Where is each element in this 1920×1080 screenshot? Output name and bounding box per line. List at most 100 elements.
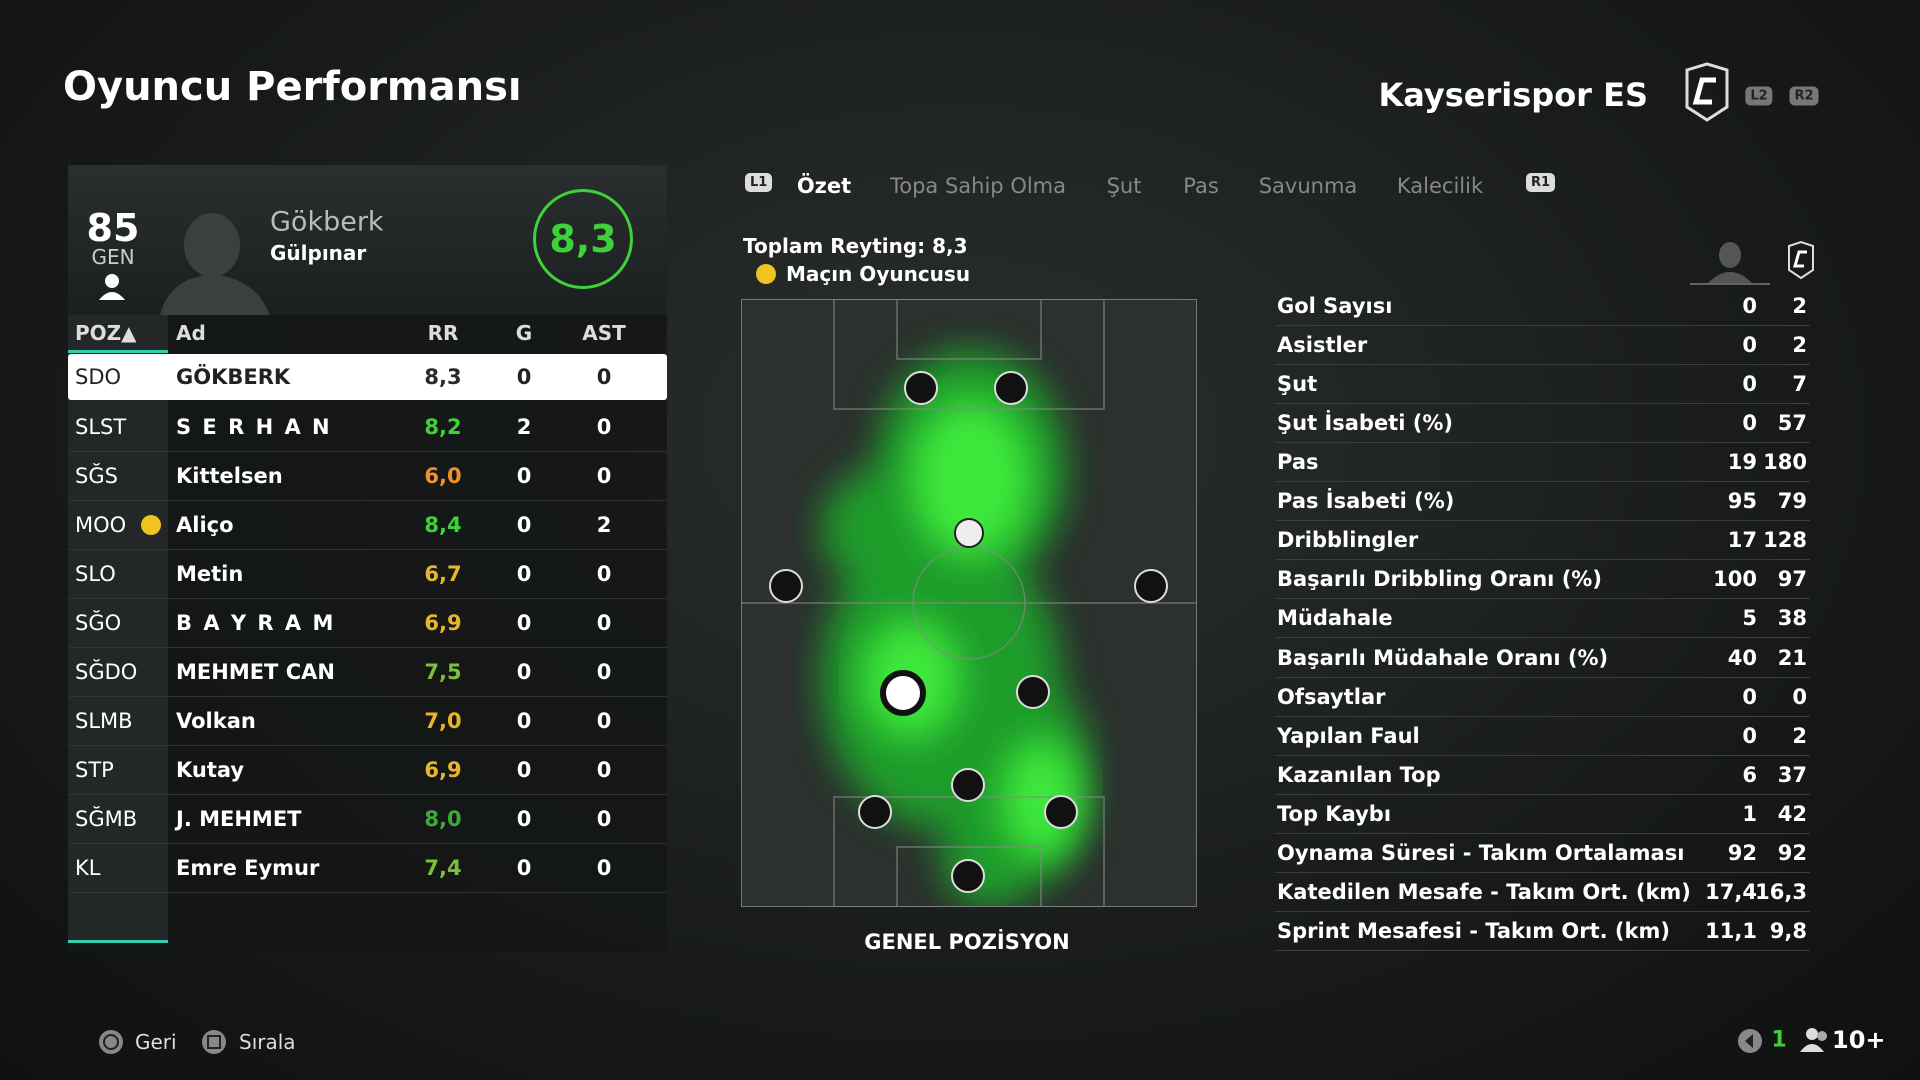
stat-label: Pas xyxy=(1277,450,1319,475)
row-divider xyxy=(68,794,667,795)
stat-divider xyxy=(1275,910,1810,912)
l1-button[interactable]: L1 xyxy=(745,173,773,192)
stat-divider xyxy=(1275,520,1810,522)
cell-pos: KL xyxy=(75,856,101,880)
cell-ast: 0 xyxy=(596,562,612,586)
stat-label: Başarılı Dribbling Oranı (%) xyxy=(1277,567,1602,592)
stat-player: 17 xyxy=(1727,528,1757,553)
stat-label: Katedilen Mesafe - Takım Ort. (km) xyxy=(1277,879,1691,904)
cell-g: 0 xyxy=(516,513,532,537)
cell-ast: 0 xyxy=(596,365,612,389)
column-header[interactable]: RR xyxy=(427,321,459,345)
stat-player: 17,4 xyxy=(1705,879,1757,904)
stat-divider xyxy=(1275,598,1810,600)
stat-team: 16,3 xyxy=(1755,879,1807,904)
r1-button[interactable]: R1 xyxy=(1526,173,1556,192)
circle-button[interactable] xyxy=(97,1028,125,1056)
motm-label: Maçın Oyuncusu xyxy=(786,262,971,286)
cell-name: Metin xyxy=(176,562,244,586)
stat-label: Sprint Mesafesi - Takım Ort. (km) xyxy=(1277,918,1670,943)
stat-team: 42 xyxy=(1777,801,1807,826)
l2-button[interactable]: L2 xyxy=(1745,86,1773,106)
cell-rr: 7,5 xyxy=(424,660,462,684)
stat-player: 0 xyxy=(1742,333,1757,358)
cell-rr: 8,3 xyxy=(424,365,462,389)
heatmap-caption: GENEL POZİSYON xyxy=(864,930,1070,954)
cell-g: 0 xyxy=(516,807,532,831)
cell-g: 0 xyxy=(516,611,532,635)
selected-row[interactable] xyxy=(68,354,667,400)
team-name: Kayserispor ES xyxy=(1378,76,1648,114)
stat-label: Başarılı Müdahale Oranı (%) xyxy=(1277,645,1609,670)
tab[interactable]: Şut xyxy=(1106,174,1142,198)
column-header[interactable]: Ad xyxy=(176,321,206,345)
stat-team: 2 xyxy=(1792,333,1807,358)
cell-ast: 0 xyxy=(596,856,612,880)
tab[interactable]: Kalecilik xyxy=(1396,174,1484,198)
stat-divider xyxy=(1275,637,1810,639)
stat-player: 11,1 xyxy=(1705,918,1757,943)
row-divider xyxy=(68,647,667,648)
column-header[interactable]: AST xyxy=(582,321,626,345)
stat-player: 0 xyxy=(1742,294,1757,318)
row-divider xyxy=(68,745,667,746)
cell-ast: 2 xyxy=(596,513,612,537)
cell-pos: SĞDO xyxy=(75,660,138,684)
tab[interactable]: Özet xyxy=(796,174,852,198)
cell-ast: 0 xyxy=(596,758,612,782)
cell-pos: SĞMB xyxy=(75,807,138,831)
cell-g: 0 xyxy=(516,709,532,733)
avatar xyxy=(160,213,270,315)
team-logo-small xyxy=(1788,240,1814,280)
last-name: Gülpınar xyxy=(270,241,367,265)
stat-divider xyxy=(1275,364,1810,366)
player-avatar-small xyxy=(1690,242,1770,285)
stat-divider xyxy=(1275,403,1810,405)
stat-player: 6 xyxy=(1742,762,1757,787)
cell-name: Volkan xyxy=(176,709,256,733)
cell-g: 0 xyxy=(516,758,532,782)
stat-player: 0 xyxy=(1742,372,1757,397)
cell-ast: 0 xyxy=(596,807,612,831)
back-label[interactable]: Geri xyxy=(135,1030,177,1054)
cell-pos: SDO xyxy=(75,365,122,389)
cell-rr: 8,0 xyxy=(424,807,462,831)
cell-g: 2 xyxy=(516,415,532,439)
cell-ast: 0 xyxy=(596,709,612,733)
tab[interactable]: Savunma xyxy=(1258,174,1358,198)
team-logo xyxy=(1685,62,1729,122)
stat-label: Pas İsabeti (%) xyxy=(1277,489,1455,514)
r2-button[interactable]: R2 xyxy=(1789,86,1819,106)
cell-name: Emre Eymur xyxy=(176,856,320,880)
column-header[interactable]: POZ▲ xyxy=(75,321,137,345)
stat-label: Top Kaybı xyxy=(1277,801,1392,826)
stat-divider xyxy=(1275,559,1810,561)
cell-name: Aliço xyxy=(176,513,234,537)
square-button[interactable] xyxy=(200,1028,228,1056)
motm-icon xyxy=(756,264,776,284)
first-name: Gökberk xyxy=(270,206,384,238)
stat-divider xyxy=(1275,793,1810,795)
cell-name: Kittelsen xyxy=(176,464,283,488)
cell-rr: 6,9 xyxy=(424,611,462,635)
column-underline xyxy=(68,940,168,943)
cell-g: 0 xyxy=(516,365,532,389)
cell-ast: 0 xyxy=(596,660,612,684)
row-divider xyxy=(68,549,667,550)
stat-label: Oynama Süresi - Takım Ortalaması xyxy=(1277,840,1685,865)
cell-ast: 0 xyxy=(596,415,612,439)
stat-label: Müdahale xyxy=(1277,606,1393,631)
stat-team: 37 xyxy=(1777,762,1807,787)
stat-divider xyxy=(1275,715,1810,717)
tab[interactable]: Topa Sahip Olma xyxy=(889,174,1067,198)
row-divider xyxy=(68,843,667,844)
column-header[interactable]: G xyxy=(515,321,533,345)
tab[interactable]: Pas xyxy=(1183,174,1219,198)
stat-divider xyxy=(1275,754,1810,756)
total-rating: Toplam Reyting: 8,3 xyxy=(743,234,968,258)
stat-team: 128 xyxy=(1763,528,1807,553)
sort-label[interactable]: Sırala xyxy=(239,1030,296,1054)
stat-team: 9,8 xyxy=(1769,918,1807,943)
online-count: 1 xyxy=(1771,1027,1787,1053)
